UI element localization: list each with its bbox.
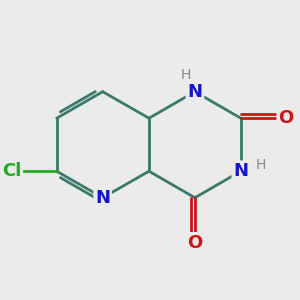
Text: H: H <box>256 158 266 172</box>
Text: H: H <box>180 68 190 82</box>
Text: N: N <box>95 189 110 207</box>
Text: O: O <box>187 234 202 252</box>
Text: N: N <box>233 162 248 180</box>
Text: Cl: Cl <box>2 162 21 180</box>
Text: N: N <box>188 83 202 101</box>
Text: O: O <box>278 109 293 127</box>
